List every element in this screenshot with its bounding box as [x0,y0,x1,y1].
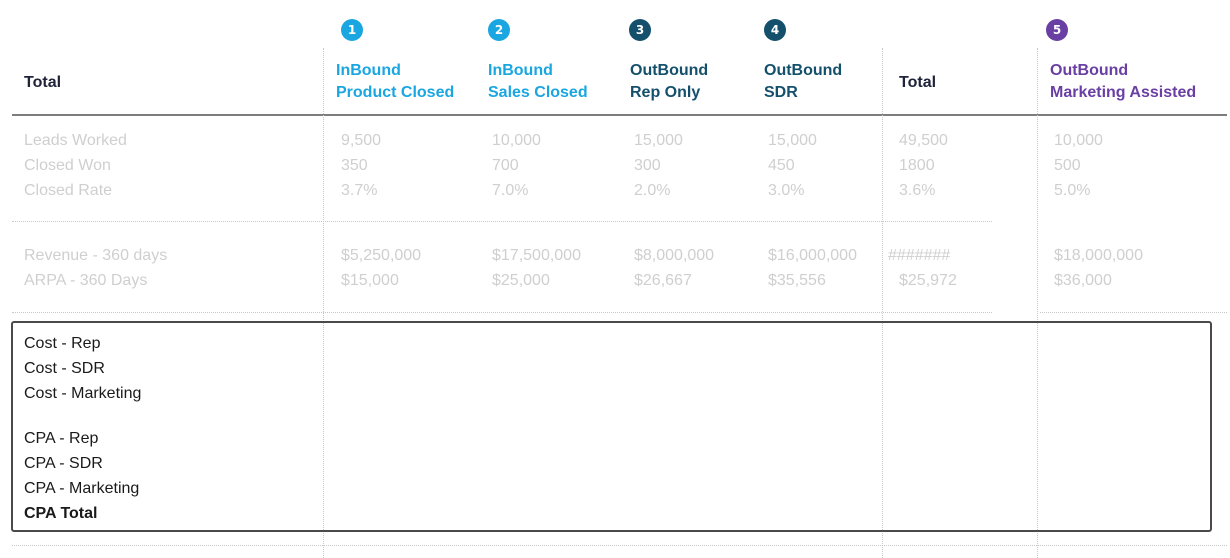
header-outbound-sdr: OutBound SDR [764,60,842,104]
label-revenue-360: Revenue - 360 days [24,247,168,264]
header-title-line2: Marketing Assisted [1050,84,1197,101]
label-cpa-sdr: CPA - SDR [24,455,103,472]
value-leads-worked: 49,500 [899,132,948,149]
column-divider [1037,48,1038,558]
value-closed-won: 700 [492,157,519,174]
value-closed-rate: 3.0% [768,182,805,199]
value-revenue: $16,000,000 [768,247,857,264]
value-revenue: $17,500,000 [492,247,581,264]
value-leads-worked: 15,000 [634,132,683,149]
header-title-line1: InBound [488,62,553,79]
value-closed-won: 450 [768,157,795,174]
badge-outbound-sdr: 4 [764,19,786,41]
label-cpa-total: CPA Total [24,505,98,522]
cost-section-box [11,321,1212,532]
header-title-line2: Product Closed [336,84,455,101]
value-arpa: $35,556 [768,272,826,289]
section1-labels: Leads Worked Closed Won Closed Rate [24,128,127,203]
label-cpa-marketing: CPA - Marketing [24,480,140,497]
section2-col-outbound-rep: $8,000,000 $26,667 [634,243,714,293]
badge-inbound-sales-closed: 2 [488,19,510,41]
value-closed-rate: 7.0% [492,182,529,199]
value-arpa: $26,667 [634,272,692,289]
header-inbound-sales-closed: InBound Sales Closed [488,60,588,104]
header-title-line2: Rep Only [630,84,701,101]
cpa-labels: CPA - Rep CPA - SDR CPA - Marketing CPA … [24,426,139,526]
value-closed-won: 300 [634,157,661,174]
header-title-line2: SDR [764,84,798,101]
section2-col-inbound-product: $5,250,000 $15,000 [341,243,421,293]
badge-outbound-marketing-assisted: 5 [1046,19,1068,41]
badge-inbound-product-closed: 1 [341,19,363,41]
section1-col-inbound-product: 9,500 350 3.7% [341,128,381,203]
header-title-line1: InBound [336,62,401,79]
section2-labels: Revenue - 360 days ARPA - 360 Days [24,243,167,293]
header-inbound-product-closed: InBound Product Closed [336,60,454,104]
value-revenue: $8,000,000 [634,247,715,264]
label-cost-marketing: Cost - Marketing [24,385,142,402]
header-title-line1: OutBound [764,62,843,79]
section1-col-marketing-assisted: 10,000 500 5.0% [1054,128,1103,203]
header-title-line2: Sales Closed [488,84,588,101]
label-closed-rate: Closed Rate [24,182,113,199]
header-title: Total [899,74,937,91]
value-revenue: ####### [888,247,951,264]
header-separator [12,114,1227,116]
value-arpa: $25,000 [492,272,550,289]
header-total-left: Total [24,72,61,94]
value-closed-rate: 3.7% [341,182,378,199]
row-divider [12,312,992,313]
section2-col-marketing-assisted: $18,000,000 $36,000 [1054,243,1143,293]
badge-outbound-rep-only: 3 [629,19,651,41]
value-closed-won: 500 [1054,157,1081,174]
section1-col-inbound-sales: 10,000 700 7.0% [492,128,541,203]
section1-col-outbound-sdr: 15,000 450 3.0% [768,128,817,203]
header-title: Total [24,74,62,91]
section2-col-inbound-sales: $17,500,000 $25,000 [492,243,581,293]
value-leads-worked: 9,500 [341,132,382,149]
row-divider [1040,312,1227,313]
header-title-line1: OutBound [1050,62,1129,79]
value-leads-worked: 15,000 [768,132,817,149]
value-arpa: $25,972 [899,272,957,289]
value-leads-worked: 10,000 [492,132,541,149]
section2-col-outbound-sdr: $16,000,000 $35,556 [768,243,857,293]
header-outbound-marketing-assisted: OutBound Marketing Assisted [1050,60,1196,104]
label-leads-worked: Leads Worked [24,132,127,149]
value-closed-won: 350 [341,157,368,174]
header-title-line1: OutBound [630,62,709,79]
value-closed-rate: 2.0% [634,182,671,199]
cost-labels: Cost - Rep Cost - SDR Cost - Marketing [24,331,141,406]
value-revenue: $5,250,000 [341,247,422,264]
label-closed-won: Closed Won [24,157,111,174]
row-divider [12,545,1227,546]
section2-col-total: ####### $25,972 [888,243,957,293]
value-revenue: $18,000,000 [1054,247,1143,264]
column-divider [882,48,883,558]
column-divider [323,48,324,558]
label-cost-rep: Cost - Rep [24,335,101,352]
value-leads-worked: 10,000 [1054,132,1103,149]
value-arpa: $36,000 [1054,272,1112,289]
value-arpa: $15,000 [341,272,399,289]
section1-col-total: 49,500 1800 3.6% [899,128,948,203]
label-cpa-rep: CPA - Rep [24,430,99,447]
section1-col-outbound-rep: 15,000 300 2.0% [634,128,683,203]
label-arpa-360: ARPA - 360 Days [24,272,148,289]
label-cost-sdr: Cost - SDR [24,360,105,377]
row-divider [12,221,992,222]
value-closed-won: 1800 [899,157,935,174]
value-closed-rate: 3.6% [899,182,936,199]
header-outbound-rep-only: OutBound Rep Only [630,60,708,104]
header-total-right: Total [899,72,936,94]
value-closed-rate: 5.0% [1054,182,1091,199]
